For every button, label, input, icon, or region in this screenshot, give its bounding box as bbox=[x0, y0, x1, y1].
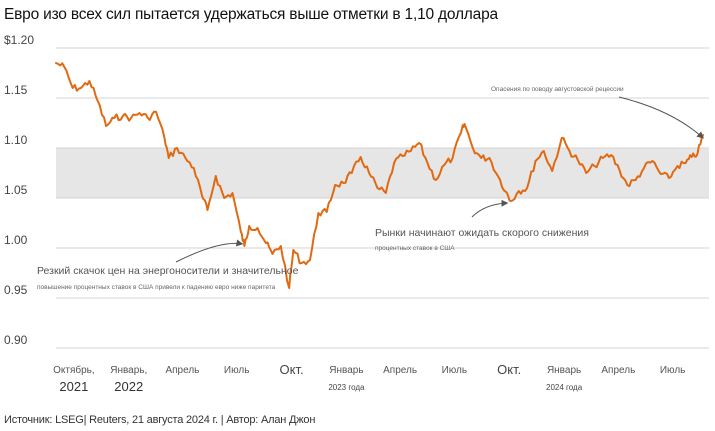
x-year-label: 2021 bbox=[59, 379, 88, 394]
x-tick-label: Июль bbox=[442, 365, 468, 376]
chart-title: Евро изо всех сил пытается удержаться вы… bbox=[4, 6, 498, 23]
annotations-layer: Резкий скачок цен на энергоносители и зн… bbox=[37, 85, 704, 291]
x-year-label: 2022 bbox=[114, 379, 143, 394]
annotation-rates-arrow bbox=[471, 199, 509, 218]
y-tick-label: 1.05 bbox=[4, 183, 28, 197]
y-tick-label: 0.90 bbox=[4, 333, 28, 347]
annotation-energy-arrow bbox=[175, 239, 244, 263]
annotation-recession-text: Опасения по поводу августовской рецессии bbox=[491, 85, 624, 93]
x-tick-label: Январь, bbox=[110, 365, 147, 376]
x-tick-label: Окт. bbox=[497, 362, 521, 377]
x-tick-label: Октябрь, bbox=[53, 364, 95, 376]
annotation-recession-arrow bbox=[618, 96, 704, 139]
y-tick-label: 1.00 bbox=[4, 233, 28, 247]
annotation-energy-subtext: повышение процентных ставок в США привел… bbox=[37, 284, 276, 291]
y-tick-label: 1.10 bbox=[4, 133, 28, 147]
y-tick-label: 1.15 bbox=[4, 83, 28, 97]
annotation-rates-subtext: процентных ставок в США bbox=[375, 245, 455, 252]
x-tick-label: Январь bbox=[547, 365, 581, 376]
x-year-label: 2023 года bbox=[328, 383, 365, 392]
y-axis: $1.20 1.15 1.10 1.05 1.00 0.95 0.90 bbox=[4, 33, 34, 347]
annotation-energy-text: Резкий скачок цен на энергоносители и зн… bbox=[37, 265, 299, 277]
x-tick-label: Январь bbox=[329, 365, 363, 376]
x-tick-label: Окт. bbox=[280, 362, 304, 377]
x-year-label: 2024 года bbox=[546, 383, 583, 392]
y-tick-label: $1.20 bbox=[4, 33, 34, 47]
eurusd-line bbox=[55, 62, 704, 289]
annotation-rates-text: Рынки начинают ожидать скорого снижения bbox=[375, 227, 589, 239]
y-tick-label: 0.95 bbox=[4, 283, 28, 297]
source-note: Источник: LSEG| Reuters, 21 августа 2024… bbox=[4, 414, 316, 426]
series-layer bbox=[55, 62, 704, 289]
x-tick-label: Апрель bbox=[601, 365, 635, 376]
x-tick-label: Июль bbox=[660, 365, 686, 376]
x-tick-label: Апрель bbox=[383, 365, 417, 376]
x-axis: Октябрь, Январь, Апрель Июль Окт. Январь Апрел… bbox=[53, 362, 685, 394]
x-tick-label: Июль bbox=[224, 365, 250, 376]
x-tick-label: Апрель bbox=[165, 365, 199, 376]
grid-layer bbox=[56, 47, 709, 349]
